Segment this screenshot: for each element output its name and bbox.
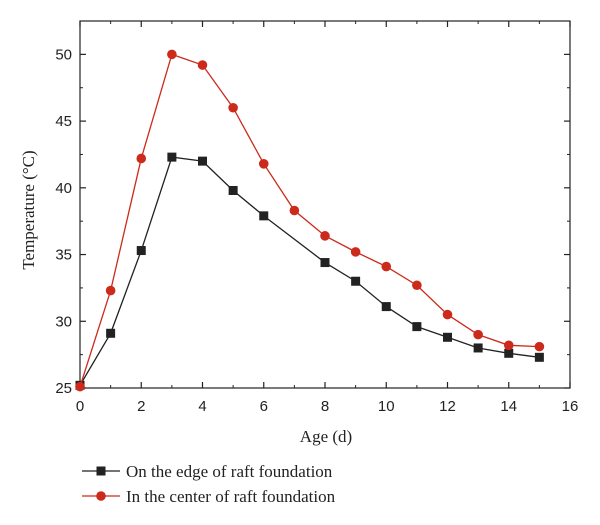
data-point: [106, 328, 116, 338]
data-point: [504, 348, 514, 358]
data-point: [320, 258, 330, 268]
data-point: [351, 276, 361, 286]
series-line: [79, 53, 540, 387]
data-point: [75, 381, 85, 392]
data-point: [258, 158, 269, 169]
x-tick-label: 10: [378, 398, 395, 415]
y-tick-label: 25: [55, 380, 72, 397]
data-point: [136, 246, 146, 256]
x-tick-label: 4: [198, 398, 206, 415]
y-tick-label: 45: [55, 113, 72, 130]
data-point: [350, 247, 361, 257]
x-tick-label: 12: [439, 398, 456, 415]
y-tick-label: 30: [55, 313, 72, 330]
y-tick-label: 35: [55, 247, 72, 264]
data-point: [442, 309, 453, 320]
x-tick-label: 0: [76, 398, 84, 415]
legend-item-center: In the center of raft foundation: [82, 487, 336, 506]
data-point: [443, 332, 452, 342]
data-point: [412, 322, 422, 332]
data-point: [412, 280, 422, 291]
data-point: [473, 329, 483, 340]
y-axis-label: Temperature (°C): [19, 150, 38, 269]
legend-label-edge: On the edge of raft foundation: [126, 462, 333, 481]
data-point: [136, 153, 147, 164]
x-axis-label: Age (d): [300, 427, 352, 446]
series-line: [79, 156, 540, 386]
x-tick-label: 2: [137, 398, 145, 415]
y-tick-label: 50: [55, 46, 72, 63]
plot-frame: [79, 20, 571, 389]
x-tick-label: 6: [260, 398, 268, 415]
x-tick-label: 14: [500, 398, 517, 415]
data-point: [228, 102, 238, 113]
x-tick-label: 16: [562, 398, 579, 415]
data-point: [534, 341, 545, 352]
data-point: [259, 211, 269, 221]
data-point: [197, 60, 208, 70]
data-point: [228, 185, 238, 195]
data-point: [534, 352, 544, 362]
data-point: [381, 302, 391, 312]
data-point: [289, 205, 300, 216]
data-point: [473, 343, 483, 353]
data-point: [198, 156, 207, 166]
series-1: [75, 49, 545, 392]
axes: 0 2 4 6 8 10 12 14 16 25 30 35 40 45 50: [55, 20, 579, 415]
series-0: [75, 152, 544, 390]
y-tick-label: 40: [55, 180, 72, 197]
data-point: [320, 231, 330, 241]
legend-marker-edge: [96, 466, 106, 476]
data-point: [105, 285, 116, 296]
data-point: [167, 49, 177, 60]
data-point: [503, 340, 514, 351]
series-group: [75, 49, 545, 392]
x-tick-label: 8: [321, 398, 329, 415]
legend-marker-center: [96, 491, 106, 501]
legend-item-edge: On the edge of raft foundation: [82, 462, 333, 481]
legend-label-center: In the center of raft foundation: [126, 487, 336, 506]
data-point: [381, 261, 392, 272]
legend: On the edge of raft foundation In the ce…: [82, 462, 336, 506]
data-point: [167, 152, 177, 162]
